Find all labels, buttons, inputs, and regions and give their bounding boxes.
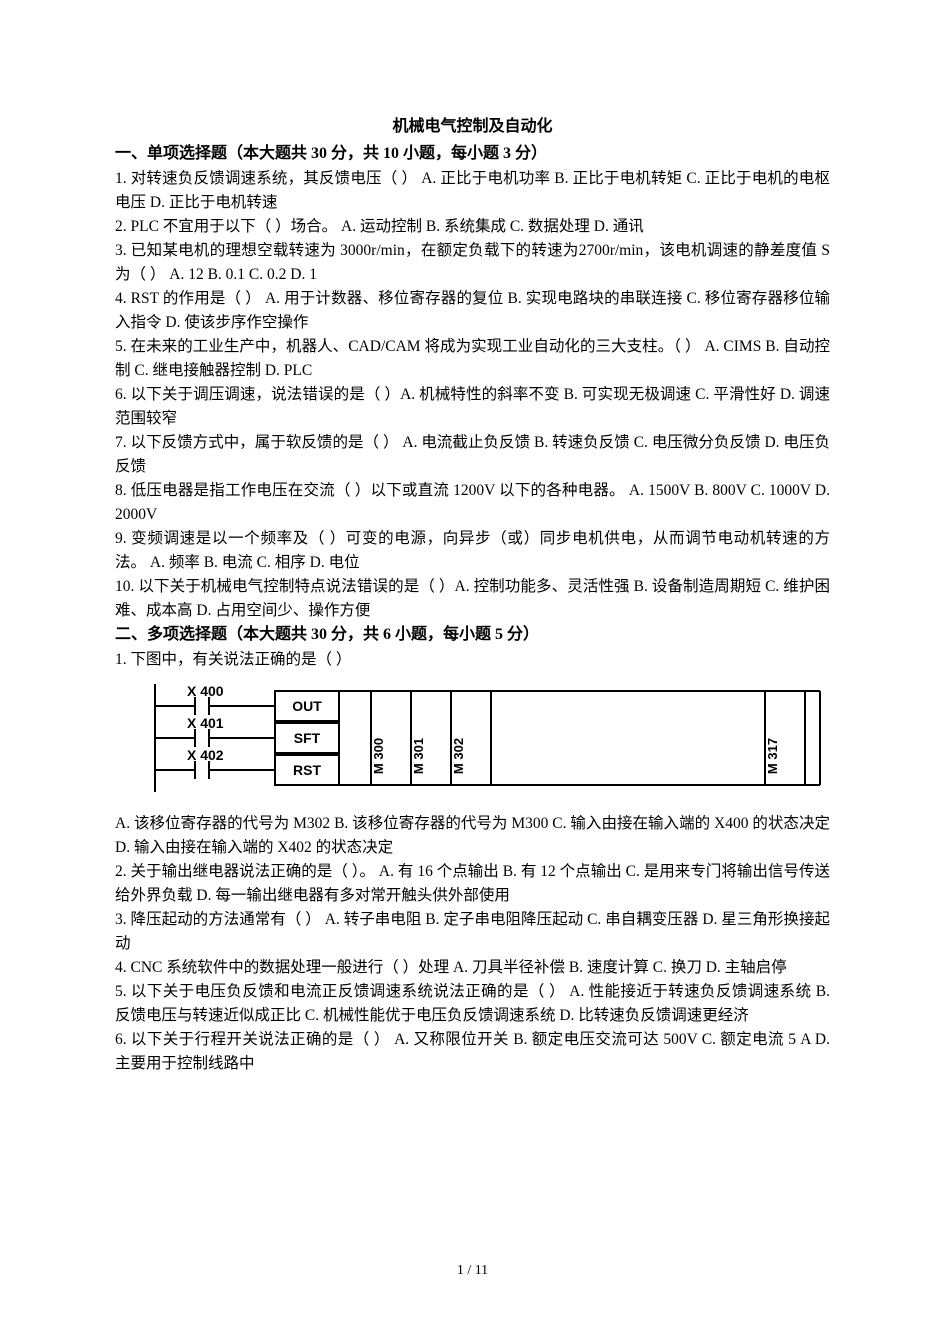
s1-q9: 9. 变频调速是以一个频率及（ ）可变的电源，向异步（或）同步电机供电，从而调节… xyxy=(115,527,830,575)
s1-q5: 5. 在未来的工业生产中，机器人、CAD/CAM 将成为实现工业自动化的三大支柱… xyxy=(115,335,830,383)
svg-text:SFT: SFT xyxy=(294,730,321,746)
s1-q1: 1. 对转速负反馈调速系统，其反馈电压（ ） A. 正比于电机功率 B. 正比于… xyxy=(115,167,830,215)
section-1-heading: 一、单项选择题（本大题共 30 分，共 10 小题，每小题 3 分） xyxy=(115,142,830,167)
ladder-diagram: X 400 OUT X 401 SFT X 402 RST M 300 M 301 M 302 M… xyxy=(125,678,830,806)
svg-text:OUT: OUT xyxy=(292,698,322,714)
s1-q10: 10. 以下关于机械电气控制特点说法错误的是（ ）A. 控制功能多、灵活性强 B… xyxy=(115,575,830,623)
s2-q5: 5. 以下关于电压负反馈和电流正反馈调速系统说法正确的是（ ） A. 性能接近于… xyxy=(115,980,830,1028)
svg-text:X 402: X 402 xyxy=(187,747,224,763)
ladder-diagram-svg: X 400 OUT X 401 SFT X 402 RST M 300 M 301 M 302 M… xyxy=(125,678,825,798)
s2-q1: 1. 下图中，有关说法正确的是（ ） xyxy=(115,648,830,672)
svg-text:X 400: X 400 xyxy=(187,683,224,699)
page-number: 1 / 11 xyxy=(0,1260,945,1282)
svg-text:M 300: M 300 xyxy=(371,738,386,774)
s1-q2: 2. PLC 不宜用于以下（ ）场合。 A. 运动控制 B. 系统集成 C. 数… xyxy=(115,215,830,239)
s2-q4: 4. CNC 系统软件中的数据处理一般进行（ ）处理 A. 刀具半径补偿 B. … xyxy=(115,956,830,980)
s1-q7: 7. 以下反馈方式中，属于软反馈的是（ ） A. 电流截止负反馈 B. 转速负反… xyxy=(115,431,830,479)
svg-text:M 317: M 317 xyxy=(765,738,780,774)
s1-q3: 3. 已知某电机的理想空载转速为 3000r/min，在额定负载下的转速为270… xyxy=(115,239,830,287)
svg-text:RST: RST xyxy=(293,762,321,778)
s2-q3: 3. 降压起动的方法通常有（ ） A. 转子串电阻 B. 定子串电阻降压起动 C… xyxy=(115,908,830,956)
s1-q4: 4. RST 的作用是（ ） A. 用于计数器、移位寄存器的复位 B. 实现电路… xyxy=(115,287,830,335)
s1-q8: 8. 低压电器是指工作电压在交流（ ）以下或直流 1200V 以下的各种电器。 … xyxy=(115,479,830,527)
page: 机械电气控制及自动化 一、单项选择题（本大题共 30 分，共 10 小题，每小题… xyxy=(0,0,945,1337)
svg-text:M 301: M 301 xyxy=(411,738,426,774)
s1-q6: 6. 以下关于调压调速，说法错误的是（ ）A. 机械特性的斜率不变 B. 可实现… xyxy=(115,383,830,431)
document-title: 机械电气控制及自动化 xyxy=(115,115,830,140)
s2-q1-options: A. 该移位寄存器的代号为 M302 B. 该移位寄存器的代号为 M300 C.… xyxy=(115,812,830,860)
svg-text:X 401: X 401 xyxy=(187,715,224,731)
s2-q6: 6. 以下关于行程开关说法正确的是（ ） A. 又称限位开关 B. 额定电压交流… xyxy=(115,1028,830,1076)
s2-q2: 2. 关于输出继电器说法正确的是（ ）。 A. 有 16 个点输出 B. 有 1… xyxy=(115,860,830,908)
svg-text:M 302: M 302 xyxy=(451,738,466,774)
section-2-heading: 二、多项选择题（本大题共 30 分，共 6 小题，每小题 5 分） xyxy=(115,623,830,648)
